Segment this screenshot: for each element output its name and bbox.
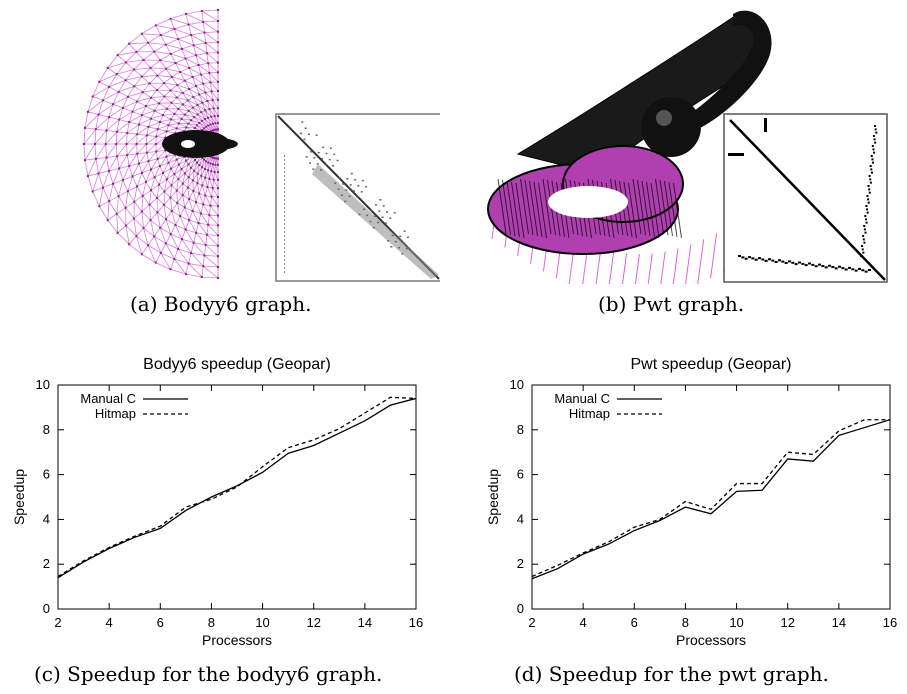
chart-0-xtick-label: 6 xyxy=(157,615,164,630)
chart-1-xtick-label: 6 xyxy=(631,615,638,630)
chart-0-ytick-label: 8 xyxy=(43,422,50,437)
chart-0-legend-label: Hitmap xyxy=(95,406,136,421)
caption-a-tag: (a) xyxy=(130,292,158,316)
chart-0-xtick-label: 8 xyxy=(208,615,215,630)
caption-b-text: Pwt graph. xyxy=(632,292,745,316)
chart-1-xtick-label: 2 xyxy=(528,615,535,630)
caption-c-text: Speedup for the bodyy6 graph. xyxy=(67,662,383,686)
chart-0-xtick-label: 2 xyxy=(54,615,61,630)
chart-1-ytick-label: 10 xyxy=(510,377,524,392)
chart-1-legend-label: Manual C xyxy=(554,391,610,406)
chart-1-title: Pwt speedup (Geopar) xyxy=(631,356,792,373)
caption-a-text: Bodyy6 graph. xyxy=(163,292,312,316)
caption-b: (b) Pwt graph. xyxy=(598,292,744,316)
chart-0-xtick-label: 14 xyxy=(358,615,372,630)
chart-0-ytick-label: 6 xyxy=(43,467,50,482)
chart-0-title: Bodyy6 speedup (Geopar) xyxy=(143,356,331,373)
chart-1-x-axis-label: Processors xyxy=(676,632,746,648)
chart-0-xtick-label: 12 xyxy=(306,615,320,630)
chart-0-ytick-label: 4 xyxy=(43,511,50,526)
bodyy6-sparsity-matrix xyxy=(275,113,440,282)
chart-0-y-axis-label: Speedup xyxy=(11,469,27,525)
chart-0-xtick-label: 16 xyxy=(409,615,423,630)
bodyy6-graph-figure xyxy=(83,9,440,282)
chart-1-xtick-label: 14 xyxy=(832,615,846,630)
chart-0-ytick-label: 2 xyxy=(43,556,50,571)
chart-1-ytick-label: 0 xyxy=(517,601,524,616)
chart-0-xtick-label: 4 xyxy=(106,615,113,630)
chart-1-xtick-label: 4 xyxy=(580,615,587,630)
chart-1-y-axis-label: Speedup xyxy=(485,469,501,525)
chart-0-series-hitmap-line xyxy=(57,396,417,578)
pwt-sparsity-matrix xyxy=(723,113,888,283)
chart-1-series-hitmap-line xyxy=(531,419,890,578)
chart-1-ytick-label: 2 xyxy=(517,556,524,571)
chart-0-ytick-label: 10 xyxy=(36,377,50,392)
bodyy6-mesh xyxy=(83,9,238,279)
caption-b-tag: (b) xyxy=(598,292,627,316)
chart-1-xtick-label: 16 xyxy=(883,615,897,630)
chart-1-xtick-label: 12 xyxy=(780,615,794,630)
caption-a: (a) Bodyy6 graph. xyxy=(130,292,311,316)
chart-1-plot-frame xyxy=(531,384,891,610)
chart-1-series-manual-c-line xyxy=(531,419,891,580)
caption-d-tag: (d) xyxy=(514,662,543,686)
chart-1-xtick-label: 10 xyxy=(729,615,743,630)
chart-0-xtick-label: 10 xyxy=(255,615,269,630)
chart-0-x-axis-label: Processors xyxy=(202,632,272,648)
caption-c: (c) Speedup for the bodyy6 graph. xyxy=(34,662,382,686)
caption-d: (d) Speedup for the pwt graph. xyxy=(514,662,829,686)
chart-1-xtick-label: 8 xyxy=(682,615,689,630)
chart-0-ytick-label: 0 xyxy=(43,601,50,616)
pwt-graph-figure xyxy=(487,10,888,284)
caption-d-text: Speedup for the pwt graph. xyxy=(548,662,829,686)
chart-1-ytick-label: 6 xyxy=(517,467,524,482)
chart-0-legend-label: Manual C xyxy=(80,391,136,406)
chart-1-ytick-label: 4 xyxy=(517,511,524,526)
chart-0-plot-frame xyxy=(57,384,417,610)
chart-1-ytick-label: 8 xyxy=(517,422,524,437)
pwt-3d-graph xyxy=(487,10,772,284)
caption-c-tag: (c) xyxy=(34,662,61,686)
chart-0-series-manual-c-line xyxy=(57,397,417,579)
chart-1-legend-label: Hitmap xyxy=(569,406,610,421)
